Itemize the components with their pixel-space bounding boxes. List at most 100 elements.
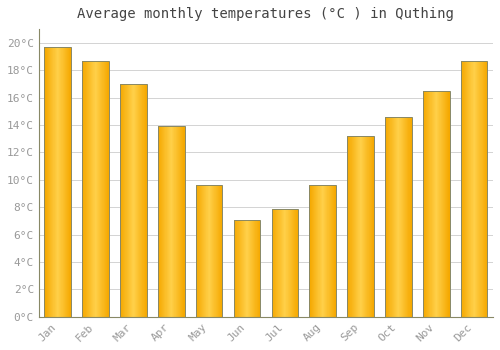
Bar [316,185,317,317]
Bar [411,117,412,317]
Bar [221,185,222,317]
Bar [289,209,290,317]
Bar [258,219,259,317]
Bar [134,84,135,317]
Bar [120,84,146,317]
Bar [173,126,174,317]
Bar [53,47,54,317]
Bar [158,126,184,317]
Bar [437,91,438,317]
Bar [83,61,84,317]
Bar [394,117,395,317]
Bar [206,185,207,317]
Bar [234,219,260,317]
Bar [388,117,389,317]
Bar [204,185,205,317]
Bar [280,209,281,317]
Bar [127,84,128,317]
Bar [59,47,60,317]
Bar [288,209,289,317]
Bar [365,136,366,317]
Bar [367,136,368,317]
Bar [216,185,217,317]
Bar [202,185,203,317]
Bar [476,61,477,317]
Bar [143,84,144,317]
Bar [362,136,363,317]
Bar [397,117,398,317]
Bar [483,61,484,317]
Bar [159,126,160,317]
Bar [468,61,469,317]
Bar [395,117,396,317]
Bar [482,61,483,317]
Bar [409,117,410,317]
Bar [296,209,297,317]
Bar [287,209,288,317]
Bar [278,209,279,317]
Bar [85,61,86,317]
Bar [272,209,298,317]
Bar [101,61,102,317]
Bar [245,219,246,317]
Bar [243,219,244,317]
Bar [93,61,94,317]
Bar [196,185,197,317]
Bar [108,61,109,317]
Bar [90,61,91,317]
Bar [212,185,213,317]
Bar [172,126,173,317]
Bar [470,61,471,317]
Bar [290,209,291,317]
Bar [369,136,370,317]
Bar [219,185,220,317]
Bar [137,84,138,317]
Bar [141,84,142,317]
Bar [44,47,45,317]
Bar [89,61,90,317]
Bar [428,91,429,317]
Bar [131,84,132,317]
Bar [197,185,198,317]
Bar [107,61,108,317]
Bar [91,61,92,317]
Bar [385,117,386,317]
Bar [310,185,336,317]
Bar [322,185,323,317]
Bar [405,117,406,317]
Bar [373,136,374,317]
Bar [319,185,320,317]
Bar [335,185,336,317]
Bar [178,126,179,317]
Bar [162,126,163,317]
Bar [445,91,446,317]
Bar [52,47,53,317]
Bar [348,136,374,317]
Bar [163,126,164,317]
Bar [256,219,257,317]
Bar [251,219,252,317]
Bar [217,185,218,317]
Bar [277,209,278,317]
Bar [237,219,238,317]
Bar [174,126,175,317]
Bar [196,185,222,317]
Bar [401,117,402,317]
Bar [390,117,391,317]
Bar [363,136,364,317]
Bar [120,84,122,317]
Bar [324,185,325,317]
Bar [274,209,275,317]
Bar [201,185,202,317]
Bar [165,126,166,317]
Bar [479,61,480,317]
Bar [400,117,401,317]
Bar [182,126,183,317]
Bar [359,136,360,317]
Bar [435,91,436,317]
Bar [253,219,254,317]
Bar [461,61,487,317]
Bar [480,61,481,317]
Bar [321,185,322,317]
Bar [330,185,331,317]
